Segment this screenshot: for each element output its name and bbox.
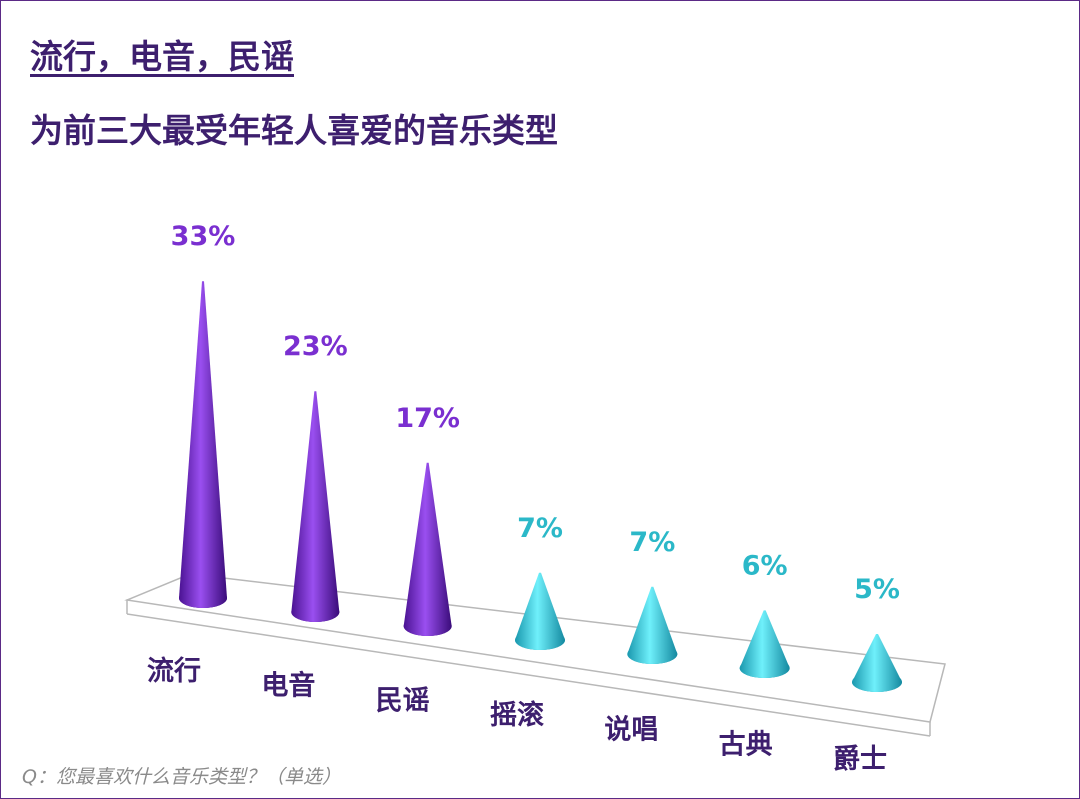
cone-bar bbox=[179, 281, 227, 608]
category-label: 电音 bbox=[261, 670, 315, 702]
value-label: 7% bbox=[629, 527, 675, 558]
chart-marks bbox=[179, 281, 902, 692]
value-label: 6% bbox=[742, 550, 788, 581]
chart-title: 流行，电音，民谣 bbox=[30, 37, 294, 76]
value-label: 17% bbox=[395, 403, 460, 434]
category-label: 说唱 bbox=[604, 715, 658, 746]
chart-labels: 33% 流行 23% 电音 17% 民谣 7% 摇滚 7% 说唱 6% 古典 5% 爵士 bbox=[147, 221, 900, 775]
cone-bar bbox=[403, 462, 452, 636]
value-label: 23% bbox=[283, 331, 348, 362]
cone-bar bbox=[739, 610, 790, 678]
cone-bar bbox=[627, 586, 678, 664]
category-label: 爵士 bbox=[833, 744, 887, 775]
value-label: 33% bbox=[171, 221, 236, 252]
cone-bar bbox=[291, 391, 340, 622]
category-label: 摇滚 bbox=[490, 699, 544, 731]
survey-question: Q：您最喜欢什么音乐类型？（单选） bbox=[22, 766, 341, 788]
floor-edge bbox=[126, 613, 931, 737]
cone-bar bbox=[515, 572, 565, 650]
chart-subtitle: 为前三大最受年轻人喜爱的音乐类型 bbox=[30, 111, 558, 150]
value-label: 5% bbox=[854, 574, 900, 605]
category-label: 民谣 bbox=[376, 685, 430, 716]
value-label: 7% bbox=[517, 513, 563, 544]
category-label: 流行 bbox=[147, 655, 201, 687]
category-label: 古典 bbox=[719, 729, 773, 760]
cone-bar bbox=[852, 634, 902, 692]
